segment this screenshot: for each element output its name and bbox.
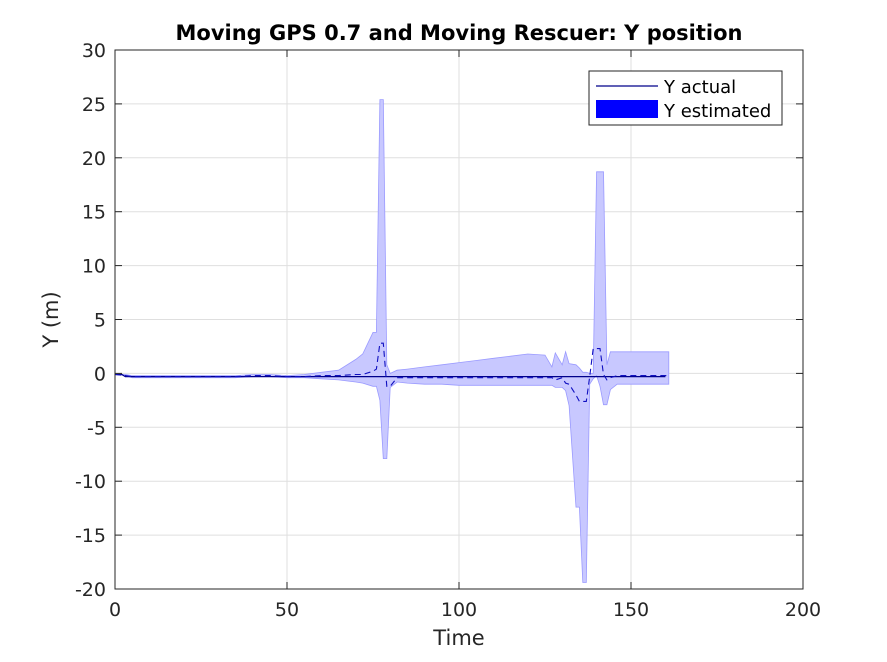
y-tick-label: 30 bbox=[82, 40, 106, 62]
y-tick-label: -5 bbox=[87, 417, 106, 439]
estimate-band bbox=[114, 99, 670, 583]
y-tick-label: 10 bbox=[82, 256, 106, 278]
y-tick-label: 0 bbox=[94, 363, 106, 385]
chart-title: Moving GPS 0.7 and Moving Rescuer: Y pos… bbox=[176, 21, 743, 45]
legend-band-sample bbox=[596, 100, 658, 118]
legend-label-actual: Y actual bbox=[663, 77, 736, 98]
x-tick-label: 100 bbox=[441, 599, 477, 621]
grid bbox=[114, 49, 804, 590]
y-axis-label: Y (m) bbox=[39, 291, 63, 348]
y-tick-label: 20 bbox=[82, 148, 106, 170]
x-tick-label: 0 bbox=[109, 599, 121, 621]
y-tick-label: -15 bbox=[75, 525, 106, 547]
estimate-band-layer bbox=[114, 99, 670, 583]
y-tick-label: -20 bbox=[75, 579, 106, 601]
x-axis-label: Time bbox=[432, 626, 484, 650]
legend-label-estimated: Y estimated bbox=[663, 101, 771, 122]
legend: Y actual Y estimated bbox=[588, 70, 783, 126]
y-tick-label: -10 bbox=[75, 471, 106, 493]
y-tick-label: 25 bbox=[82, 94, 106, 116]
series-line-estimated-mean bbox=[114, 342, 669, 402]
y-tick-label: 15 bbox=[82, 202, 106, 224]
x-tick-label: 150 bbox=[613, 599, 649, 621]
x-tick-label: 200 bbox=[785, 599, 821, 621]
axes bbox=[114, 49, 804, 590]
x-tick-label: 50 bbox=[275, 599, 299, 621]
tick-labels: 0 50 100 150 200 -20 -15 -10 -5 0 5 10 15 20 25 30 bbox=[75, 40, 821, 621]
series-line-layer bbox=[114, 342, 669, 402]
y-tick-label: 5 bbox=[94, 310, 106, 332]
